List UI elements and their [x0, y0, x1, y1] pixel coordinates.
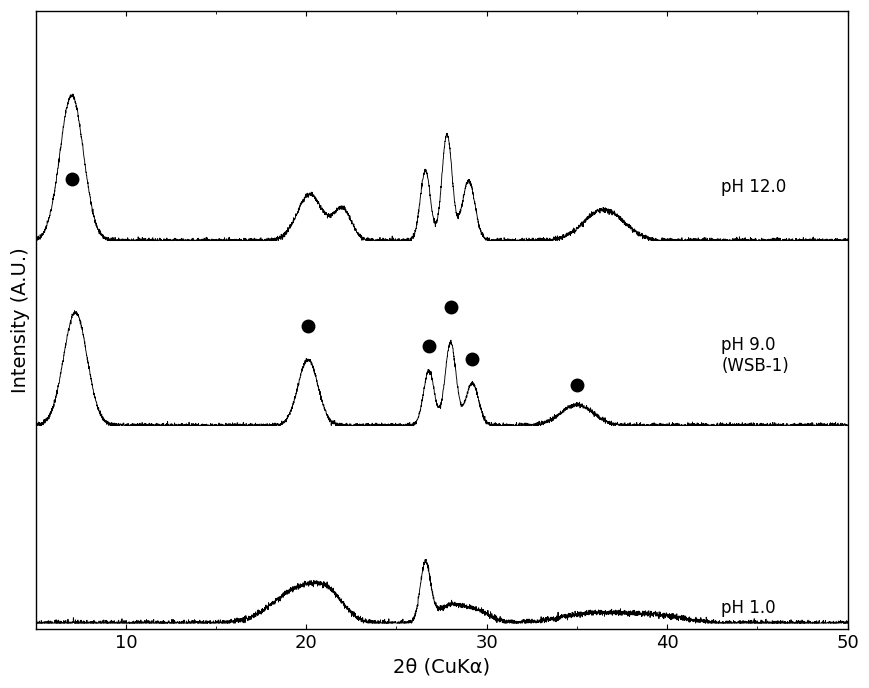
Text: pH 1.0: pH 1.0: [720, 599, 775, 617]
Y-axis label: Intensity (A.U.): Intensity (A.U.): [11, 248, 30, 393]
Text: pH 12.0: pH 12.0: [720, 178, 786, 196]
Text: pH 9.0
(WSB-1): pH 9.0 (WSB-1): [720, 336, 788, 375]
X-axis label: 2θ (CuKα): 2θ (CuKα): [393, 658, 489, 677]
